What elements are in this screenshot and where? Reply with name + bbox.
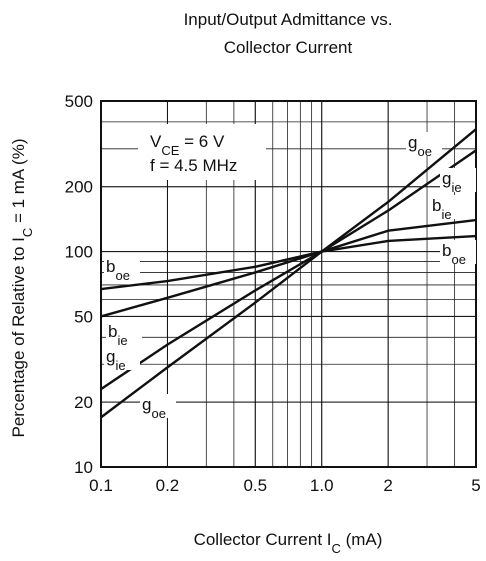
series-label-bg (104, 346, 140, 370)
series-line (100, 218, 477, 318)
series-label-sub: ie (441, 207, 451, 222)
series-label-sub: oe (417, 144, 431, 159)
series-label: gie (106, 347, 126, 373)
series-label-name: g (408, 133, 417, 152)
series-label: bie (432, 196, 452, 222)
x-axis-label-sub: C (332, 541, 341, 556)
y-tick-label: 20 (74, 393, 93, 412)
series-label: gie (442, 169, 462, 195)
series-label-bg (406, 132, 442, 156)
series-label-bg (140, 394, 176, 418)
y-axis-label-sub: C (20, 228, 35, 237)
series-label-name: g (106, 347, 115, 366)
series-label-name: b (442, 241, 451, 260)
series-label-bg (106, 321, 142, 345)
x-tick-label: 0.1 (89, 476, 113, 495)
y-tick-label: 200 (65, 178, 93, 197)
series-label-name: b (106, 257, 115, 276)
series-label-sub: ie (115, 358, 125, 373)
y-tick-label: 100 (65, 243, 93, 262)
x-tick-label: 0.5 (243, 476, 267, 495)
chart-title: Input/Output Admittance vs. (184, 10, 393, 29)
y-tick-label: 10 (74, 458, 93, 477)
series-label-name: g (142, 395, 151, 414)
annotation: f = 4.5 MHz (150, 156, 237, 175)
series-label: goe (142, 395, 166, 421)
x-tick-label: 5 (471, 476, 480, 495)
series-label-bg (104, 256, 140, 280)
series-line (100, 128, 477, 419)
series-label-bg (430, 195, 466, 219)
y-tick-label: 500 (65, 92, 93, 111)
y-tick-label: 50 (74, 307, 93, 326)
series-label: boe (442, 241, 466, 267)
x-axis-label-after: (mA) (341, 530, 383, 549)
series-line (100, 234, 477, 291)
series-label-name: b (432, 196, 441, 215)
chart-title: Collector Current (224, 38, 353, 57)
x-axis-label: Collector Current IC (mA) (194, 530, 383, 556)
y-axis-label-after: = 1 mA (%) (9, 138, 28, 227)
series-label: boe (106, 257, 130, 283)
plot-frame (100, 100, 477, 468)
series-label-sub: ie (117, 333, 127, 348)
annotation-main: V (150, 132, 162, 151)
series-label-bg (440, 240, 476, 264)
y-axis-label: Percentage of Relative to IC = 1 mA (%) (9, 138, 35, 437)
series-label-name: b (108, 322, 117, 341)
x-tick-label: 2 (383, 476, 392, 495)
series-label-sub: oe (151, 406, 165, 421)
y-axis-label-main: Percentage of Relative to I (9, 237, 28, 437)
x-axis-label-main: Collector Current I (194, 530, 332, 549)
series-label: bie (108, 322, 128, 348)
annotation-box (138, 124, 266, 180)
series-label-sub: oe (115, 268, 129, 283)
annotation-after: = 6 V (179, 132, 225, 151)
annotation-sub: CE (161, 143, 179, 158)
series-label-bg (440, 168, 476, 192)
series-label-name: g (442, 169, 451, 188)
annotation-main: f = 4.5 MHz (150, 156, 237, 175)
series-label-sub: oe (451, 252, 465, 267)
series-label: goe (408, 133, 432, 159)
series-line (100, 149, 477, 391)
annotation: VCE = 6 V (150, 132, 225, 158)
x-tick-label: 0.2 (156, 476, 180, 495)
x-tick-label: 1.0 (310, 476, 334, 495)
series-label-sub: ie (451, 180, 461, 195)
